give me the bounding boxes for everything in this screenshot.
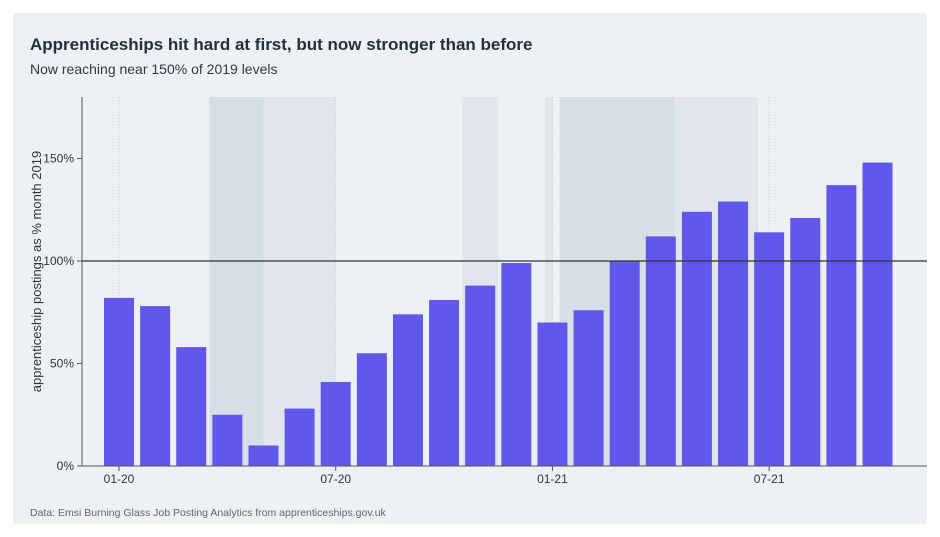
bar-2021-02 (573, 310, 604, 466)
shaded-period-0 (209, 97, 264, 466)
x-tick-label-0: 01-20 (104, 472, 135, 486)
bar-2021-09 (826, 185, 857, 466)
bar-2020-05 (248, 445, 279, 466)
bar-2021-10 (862, 162, 893, 466)
chart-title: Apprenticeships hit hard at first, but n… (30, 35, 533, 54)
bar-2020-09 (392, 314, 423, 466)
x-tick-label-1: 07-20 (320, 472, 351, 486)
bar-2020-06 (284, 408, 315, 466)
x-tick-label-3: 07-21 (754, 472, 785, 486)
bar-2020-04 (212, 414, 243, 466)
bar-2021-03 (609, 261, 640, 466)
bar-2020-02 (140, 306, 171, 466)
bar-2021-01 (537, 322, 568, 466)
x-tick-label-2: 01-21 (537, 472, 568, 486)
bar-2021-06 (718, 201, 749, 467)
bar-2020-03 (176, 347, 207, 466)
y-tick-label-3: 150% (43, 152, 74, 166)
bar-2020-07 (320, 381, 351, 466)
y-tick-label-1: 50% (50, 357, 74, 371)
bar-2021-04 (645, 236, 676, 466)
bar-2020-11 (465, 285, 496, 466)
y-tick-label-0: 0% (57, 459, 75, 473)
y-tick-label-2: 100% (43, 254, 74, 268)
bar-2020-12 (501, 263, 532, 466)
y-axis-label: apprenticeship postings as % month 2019 (29, 151, 44, 392)
chart-subtitle: Now reaching near 150% of 2019 levels (30, 61, 278, 77)
bar-2021-07 (754, 232, 785, 466)
source-note: Data: Emsi Burning Glass Job Posting Ana… (30, 507, 386, 519)
bar-2021-08 (790, 217, 821, 466)
bar-2020-10 (429, 299, 460, 466)
shaded-period-3 (545, 97, 553, 466)
bar-2020-01 (104, 297, 134, 466)
bar-2021-05 (681, 211, 712, 466)
bar-2020-08 (356, 353, 387, 466)
